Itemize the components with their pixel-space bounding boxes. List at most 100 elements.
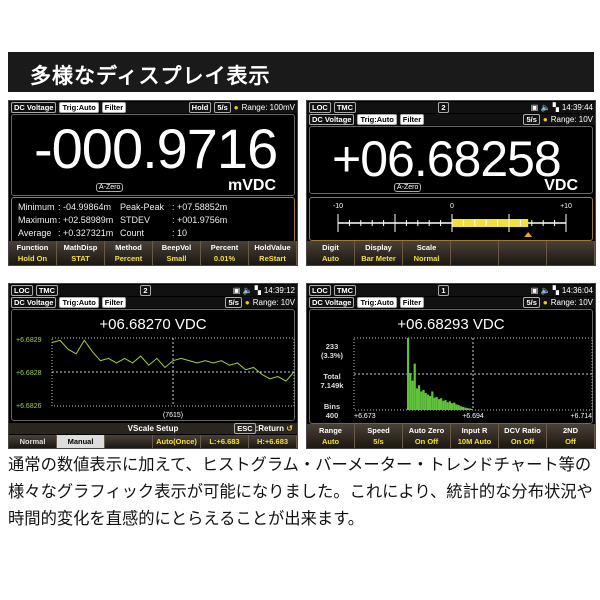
softkey-blank[interactable] <box>547 241 595 265</box>
loc-label: LOC <box>11 285 33 296</box>
softkey-2nd[interactable]: 2ND Off <box>547 424 595 448</box>
trend-y-tick: +6.6828 <box>16 370 42 377</box>
softkey-blank[interactable] <box>499 241 547 265</box>
side-label-title: Bins <box>323 402 341 411</box>
histogram-area: +06.68293 VDC 233 (3.3%) Total 7.149k Bins 40… <box>309 309 593 424</box>
function-label: DC Voltage <box>309 114 355 125</box>
clock: 14:39:44 <box>561 103 593 112</box>
softkey-function[interactable]: Function Hold On <box>9 241 57 265</box>
stat-cell: Count <box>120 228 145 238</box>
histogram-panel: LOC TMC 1 ▣ 🔈 ▚ 14:36:04 DC Voltage Trig… <box>306 283 596 449</box>
histogram-bin <box>448 401 451 410</box>
softkey-range[interactable]: Range Auto <box>307 424 355 448</box>
softkey-label: Scale <box>416 243 437 252</box>
side-label-value: (3.3%) <box>320 351 344 360</box>
softkey-dcv-ratio[interactable]: DCV Ratio On Off <box>499 424 547 448</box>
softkey-l-6-683[interactable]: L:+6.683 <box>201 435 249 448</box>
page-indicator: 1 <box>438 285 449 296</box>
histogram-bin <box>462 406 465 410</box>
trig-label: Trig:Auto <box>59 297 99 308</box>
esc-return-button[interactable]: ESC:Return ↺ <box>234 423 293 434</box>
softkey-bar: Function Hold On MathDisp STAT Method Percent… <box>9 241 297 265</box>
softkey-blank[interactable] <box>451 241 499 265</box>
softkey-label: Input R <box>461 426 488 435</box>
softkey-scale[interactable]: Scale Normal <box>403 241 451 265</box>
rate-label: 5/s <box>523 297 540 308</box>
softkey-auto-once-[interactable]: Auto(Once) <box>153 435 201 448</box>
softkey-display[interactable]: Display Bar Meter <box>355 241 403 265</box>
tmc-label: TMC <box>333 102 357 113</box>
softkey-value: Small <box>166 254 187 263</box>
rate-label: 5/s <box>523 114 540 125</box>
softkey-speed[interactable]: Speed 5/s <box>355 424 403 448</box>
usb-speaker-lan-icons: ▣ 🔈 ▚ <box>530 286 559 295</box>
stat-cell: Peak-Peak <box>120 202 165 212</box>
trig-label: Trig:Auto <box>357 297 397 308</box>
softkey-auto-zero[interactable]: Auto Zero On Off <box>403 424 451 448</box>
statistics-table: Minimum: -04.99864m Peak-Peak: +07.58852m… <box>11 197 295 243</box>
histogram-bin <box>431 391 434 410</box>
range-label: Range: 100mV <box>241 103 295 112</box>
softkey-blank[interactable] <box>105 435 153 448</box>
softkey-label: HoldValue <box>254 243 291 252</box>
filter-label: Filter <box>399 114 425 125</box>
bar-meter-fill <box>452 219 529 227</box>
trend-chart-area: +06.68270 VDC +6.6829 +6.6828 +6.6826 (7615… <box>11 309 295 421</box>
section-title: 多様なディスプレイ表示 <box>8 52 594 92</box>
range-label: Range: 10V <box>252 298 295 307</box>
histogram-bin <box>451 403 454 410</box>
softkey-label: Range <box>319 426 342 435</box>
softkey-digit[interactable]: Digit Auto <box>307 241 355 265</box>
softkey-beepvol[interactable]: BeepVol Small <box>153 241 201 265</box>
trend-x-label: (7615) <box>163 412 183 419</box>
softkey-label: BeepVol <box>161 243 192 252</box>
histogram-bin <box>420 391 423 410</box>
filter-label: Filter <box>399 297 425 308</box>
softkey-value: Hold On <box>17 254 48 263</box>
softkey-bar: Normal Manual Auto(Once) L:+6.683 H:+6.683 <box>9 435 297 448</box>
histogram-x-tick: +6.694 <box>462 413 484 420</box>
histogram-bin <box>457 405 460 410</box>
main-reading: +06.68258 <box>332 131 562 187</box>
softkey-label: Display <box>365 243 392 252</box>
softkey-label: Digit <box>322 243 339 252</box>
softkey-label: Method <box>115 243 142 252</box>
histogram-bin <box>470 409 473 410</box>
stat-cell: STDEV <box>120 215 151 225</box>
softkey-manual[interactable]: Manual <box>57 435 105 448</box>
histogram-side-label: 233 (3.3%) <box>314 342 350 360</box>
bar-meter-pointer <box>524 232 533 237</box>
azero-label: A-Zero <box>96 183 124 192</box>
softkey-mathdisp[interactable]: MathDisp STAT <box>57 241 105 265</box>
clock: 14:36:04 <box>561 286 593 295</box>
stat-cell: Minimum <box>18 202 55 212</box>
softkey-h-6-683[interactable]: H:+6.683 <box>249 435 297 448</box>
softkey-normal[interactable]: Normal <box>9 435 57 448</box>
softkey-holdvalue[interactable]: HoldValue ReStart <box>249 241 297 265</box>
softkey-value: Auto <box>321 254 340 263</box>
stat-cell: : 10 <box>172 228 188 238</box>
auto-range-icon: ● <box>542 115 548 124</box>
softkey-label: Function <box>16 243 49 252</box>
histogram-bin <box>437 399 440 410</box>
auto-range-icon: ● <box>244 298 250 307</box>
softkey-method[interactable]: Method Percent <box>105 241 153 265</box>
main-reading: -000.9716 <box>34 117 278 180</box>
softkey-percent[interactable]: Percent 0.01% <box>201 241 249 265</box>
return-label: :Return <box>255 424 285 433</box>
function-label: DC Voltage <box>309 297 355 308</box>
bar-meter-label: -10 <box>333 203 343 210</box>
filter-label: Filter <box>101 102 127 113</box>
bar-meter-label: 0 <box>450 203 454 210</box>
histogram-bin <box>424 393 427 410</box>
side-label-value: 400 <box>325 411 339 420</box>
softkey-input-r[interactable]: Input R 10M Auto <box>451 424 499 448</box>
rate-label: 5/s <box>214 102 231 113</box>
return-icon: ↺ <box>284 424 293 433</box>
main-reading-area: +06.68258 A-Zero VDC <box>309 126 593 194</box>
stat-cell: : +001.9756m <box>172 215 228 225</box>
softkey-label: MathDisp <box>63 243 98 252</box>
stat-cell: : -04.99864m <box>58 202 112 212</box>
histogram-bin <box>444 400 447 410</box>
histogram-bin <box>429 396 432 410</box>
